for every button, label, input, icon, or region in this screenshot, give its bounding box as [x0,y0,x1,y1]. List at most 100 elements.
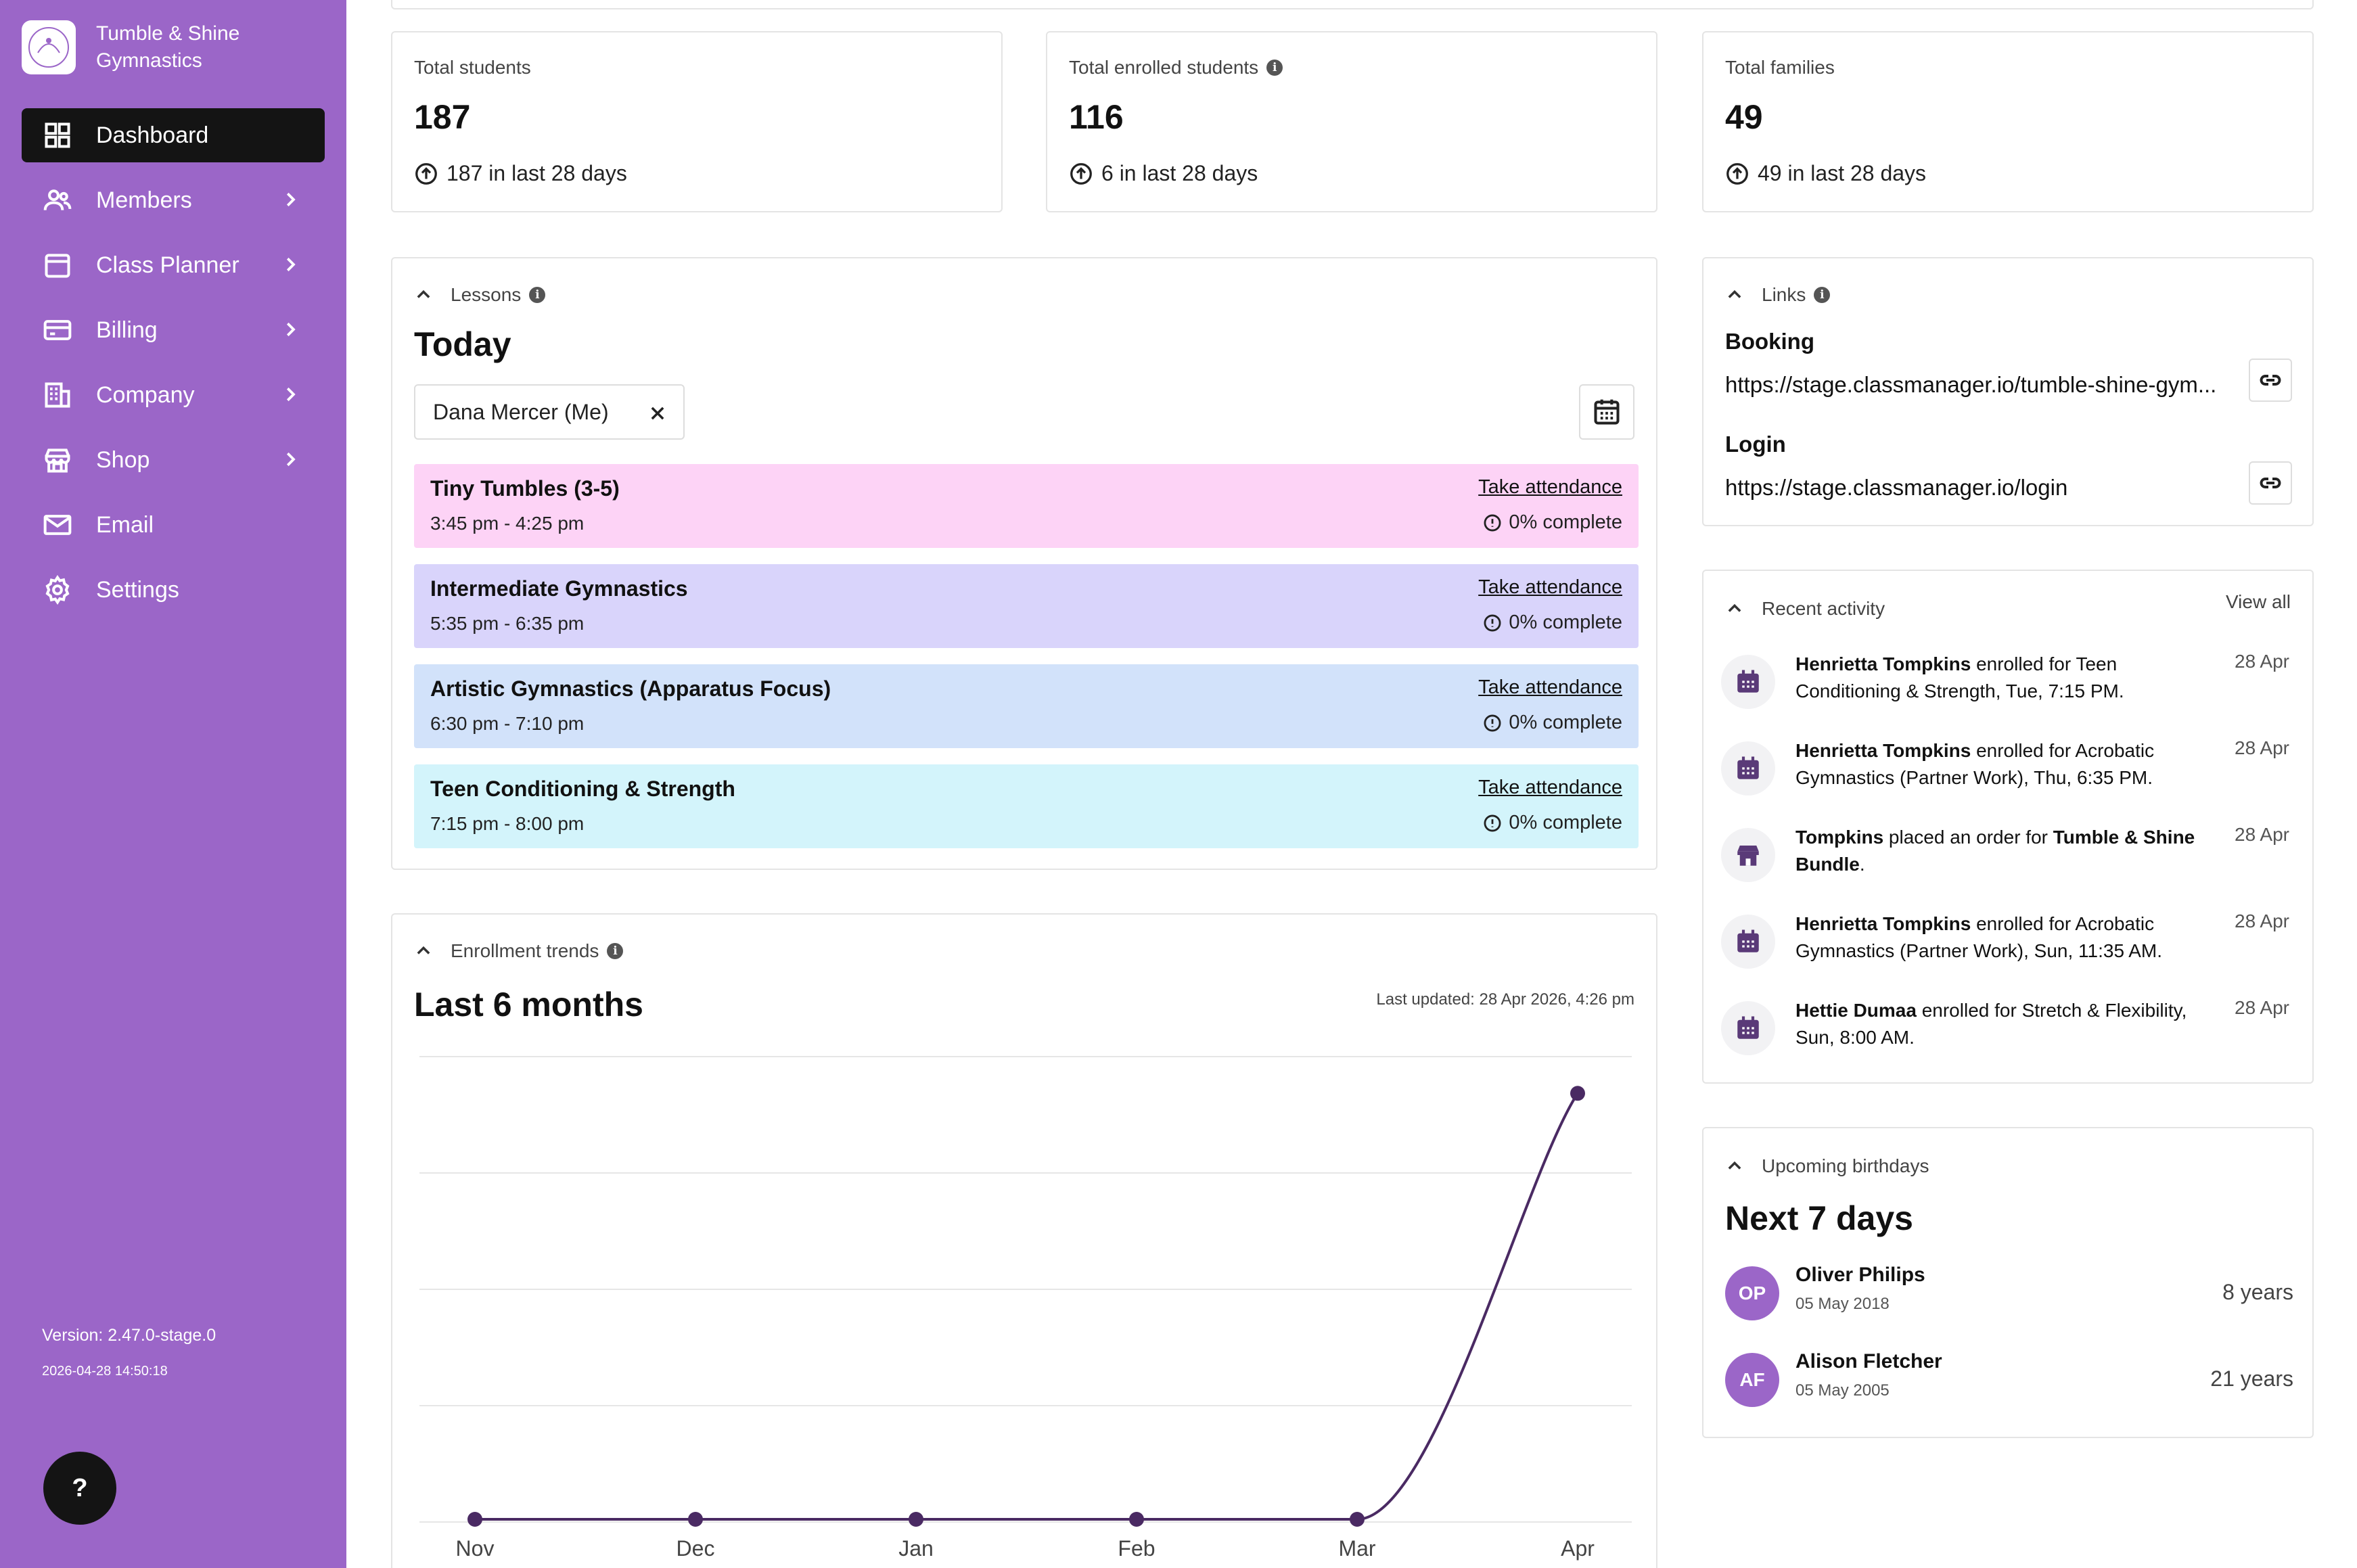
view-all-link[interactable]: View all [2226,591,2291,612]
birthday-item[interactable]: OP Oliver Philips 05 May 2018 8 years [1725,1264,2293,1324]
lesson-time: 7:15 pm - 8:00 pm [430,813,585,834]
nav-item-settings[interactable]: Settings [22,563,325,617]
links-section-header: Links i [1725,284,1831,306]
nav-item-email[interactable]: Email [22,498,325,552]
brand[interactable]: Tumble & Shine Gymnastics [22,20,272,74]
close-icon[interactable] [648,403,667,422]
attendance-status-text: 0% complete [1509,712,1622,733]
info-icon[interactable]: i [1814,287,1831,303]
activity-item[interactable]: Hettie Dumaa enrolled for Stretch & Flex… [1721,997,2289,1071]
shop-icon [1721,828,1775,882]
activity-tail: . [1859,854,1865,875]
activity-text: Henrietta Tompkins enrolled for Acrobati… [1795,737,2215,791]
login-link-url[interactable]: https://stage.classmanager.io/login [1725,475,2068,500]
calendar-icon [1721,915,1775,969]
activity-date: 28 Apr [2235,737,2289,758]
birthday-name: Alison Fletcher [1795,1350,1942,1373]
attendance-status: 0% complete [1483,812,1622,834]
activity-item[interactable]: Henrietta Tompkins enrolled for Teen Con… [1721,651,2289,725]
take-attendance-link[interactable]: Take attendance [1478,576,1622,598]
data-point[interactable] [688,1512,703,1527]
lessons-title: Today [414,325,511,363]
activity-description: enrolled for Acrobatic Gymnastics (Partn… [1795,913,2163,961]
chevron-up-icon[interactable] [414,942,433,961]
nav-item-company[interactable]: Company [22,368,325,422]
arrow-up-circle-icon [415,162,437,185]
nav-item-billing[interactable]: Billing [22,303,325,357]
activity-date: 28 Apr [2235,910,2289,931]
copy-login-link-button[interactable] [2249,461,2292,505]
lesson-item[interactable]: Tiny Tumbles (3-5) 3:45 pm - 4:25 pm Tak… [414,464,1639,548]
link-icon [2260,375,2281,386]
nav-label: Shop [96,446,150,473]
activity-actor: Henrietta Tompkins [1795,740,1971,761]
chevron-up-icon[interactable] [1725,599,1744,618]
arrow-up-circle-icon [1070,162,1092,185]
booking-link-url[interactable]: https://stage.classmanager.io/tumble-shi… [1725,372,2217,397]
stat-change: 187 in last 28 days [414,161,627,186]
activity-actor: Henrietta Tompkins [1795,653,1971,674]
info-icon[interactable]: i [529,287,546,303]
take-attendance-link[interactable]: Take attendance [1478,476,1622,498]
copy-booking-link-button[interactable] [2249,359,2292,402]
chevron-right-icon [280,319,300,340]
stat-change: 6 in last 28 days [1069,161,1258,186]
activity-description: enrolled for Teen Conditioning & Strengt… [1795,653,2124,701]
stat-card-total-families: Total families 49 49 in last 28 days [1702,31,2314,212]
upcoming-birthdays-card: Upcoming birthdays Next 7 days OP Oliver… [1702,1127,2314,1438]
calendar-icon [1721,741,1775,795]
x-tick-label: Dec [677,1536,715,1561]
x-tick-label: Feb [1118,1536,1155,1561]
nav-label: Members [96,187,192,213]
activity-item[interactable]: Tompkins placed an order for Tumble & Sh… [1721,824,2289,898]
lesson-item[interactable]: Intermediate Gymnastics 5:35 pm - 6:35 p… [414,564,1639,648]
lesson-time: 3:45 pm - 4:25 pm [430,513,585,534]
instructor-filter-chip[interactable]: Dana Mercer (Me) [414,384,685,440]
data-point[interactable] [909,1512,923,1527]
data-point[interactable] [1129,1512,1144,1527]
nav-item-members[interactable]: Members [22,173,325,227]
nav-label: Email [96,511,154,538]
section-label: Links [1762,284,1806,305]
dashboard-icon [42,120,73,151]
stat-label: Total families [1725,57,1835,78]
section-label: Lessons [451,284,522,305]
lesson-name: Teen Conditioning & Strength [430,777,735,801]
chevron-right-icon [280,384,300,405]
info-circle-icon [1484,514,1501,531]
help-button[interactable]: ? [43,1452,116,1525]
enrollment-trends-card: Enrollment trends i Last 6 months Last u… [391,913,1657,1568]
data-point[interactable] [1350,1512,1365,1527]
chevron-up-icon[interactable] [1725,285,1744,304]
nav-item-dashboard[interactable]: Dashboard [22,108,325,162]
chevron-right-icon [280,449,300,469]
activity-date: 28 Apr [2235,651,2289,672]
date-picker-button[interactable] [1579,384,1634,440]
lesson-item[interactable]: Artistic Gymnastics (Apparatus Focus) 6:… [414,664,1639,748]
lesson-item[interactable]: Teen Conditioning & Strength 7:15 pm - 8… [414,764,1639,848]
stat-card-total-students: Total students 187 187 in last 28 days [391,31,1003,212]
chevron-up-icon[interactable] [414,285,433,304]
x-tick-label: Jan [898,1536,934,1561]
section-label: Enrollment trends [451,940,599,961]
activity-item[interactable]: Henrietta Tompkins enrolled for Acrobati… [1721,910,2289,985]
info-icon[interactable]: i [607,943,624,959]
birthday-age: 8 years [2222,1280,2293,1304]
info-icon[interactable]: i [1266,60,1283,76]
birthdays-section-header: Upcoming birthdays [1725,1155,1929,1177]
lessons-card: Lessons i Today Dana Mercer (Me) Tiny Tu… [391,257,1657,870]
nav-item-class-planner[interactable]: Class Planner [22,238,325,292]
data-point[interactable] [1570,1086,1585,1101]
birthday-name: Oliver Philips [1795,1264,1925,1286]
take-attendance-link[interactable]: Take attendance [1478,777,1622,798]
activity-actor: Hettie Dumaa [1795,1000,1917,1021]
data-point[interactable] [467,1512,482,1527]
chevron-up-icon[interactable] [1725,1157,1744,1176]
nav-label: Dashboard [96,122,209,148]
take-attendance-link[interactable]: Take attendance [1478,676,1622,698]
nav-item-shop[interactable]: Shop [22,433,325,487]
attendance-status: 0% complete [1483,612,1622,634]
birthday-item[interactable]: AF Alison Fletcher 05 May 2005 21 years [1725,1350,2293,1411]
activity-item[interactable]: Henrietta Tompkins enrolled for Acrobati… [1721,737,2289,812]
activity-date: 28 Apr [2235,997,2289,1018]
